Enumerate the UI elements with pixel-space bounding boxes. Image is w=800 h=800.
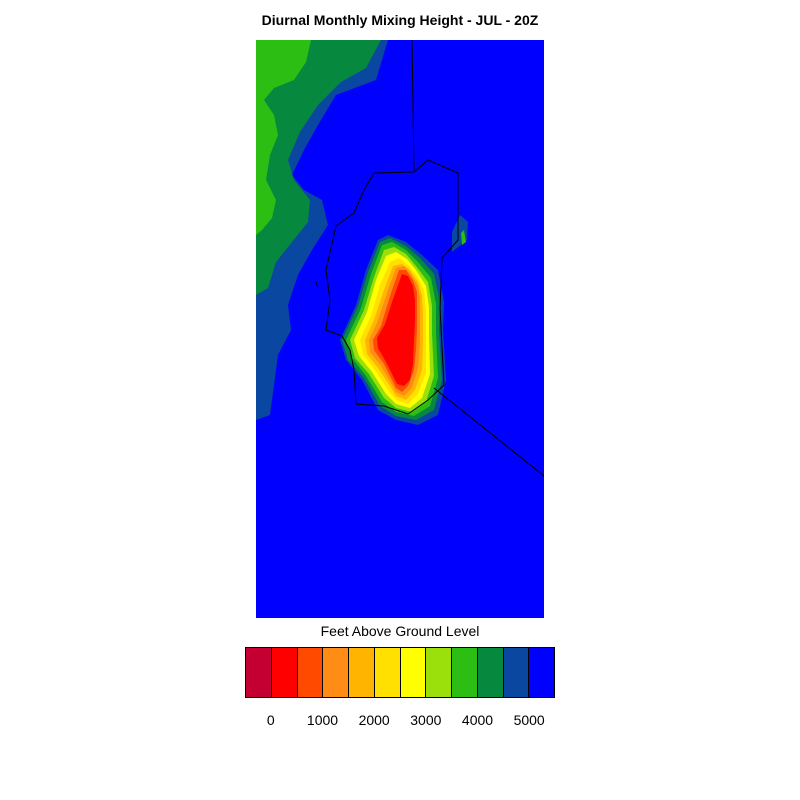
colorbar-swatch-5 xyxy=(374,648,401,697)
boundary-lines xyxy=(315,40,544,477)
colorbar-tick-label: 3000 xyxy=(410,712,442,728)
colorbar-units-label: Feet Above Ground Level xyxy=(320,623,480,639)
boundary-north-line xyxy=(411,40,415,173)
colorbar-tick-label: 2000 xyxy=(358,712,390,728)
mixing-height-map xyxy=(256,40,544,618)
colorbar-swatch-8 xyxy=(452,648,478,697)
contour-east-patch-inner xyxy=(461,230,466,245)
colorbar-swatch-9 xyxy=(477,648,504,697)
colorbar-swatch-0 xyxy=(246,648,272,697)
colorbar-tick-label: 1000 xyxy=(306,712,339,728)
colorbar-swatch-6 xyxy=(400,648,427,697)
colorbar-tick-label: 0 xyxy=(266,712,275,728)
colorbar-swatch-7 xyxy=(426,648,452,697)
colorbar-swatch-2 xyxy=(297,648,324,697)
colorbar-swatch-1 xyxy=(271,648,298,697)
map-title: Diurnal Monthly Mixing Height - JUL - 20… xyxy=(261,12,539,28)
colorbar-tick-label: 5000 xyxy=(513,712,545,728)
boundary-southeast-line xyxy=(433,387,544,477)
colorbar-swatch-10 xyxy=(503,648,530,697)
contour-west-darkgreen xyxy=(256,40,381,295)
colorbar-tick-labels: 0 1000 2000 3000 4000 5000 xyxy=(0,712,800,732)
colorbar-swatch-11 xyxy=(529,648,554,697)
colorbar xyxy=(245,647,555,698)
contour-core-red xyxy=(377,274,415,386)
colorbar-tick-label: 4000 xyxy=(461,712,494,728)
colorbar-swatch-4 xyxy=(349,648,375,697)
boundary-west-notch xyxy=(315,281,319,289)
colorbar-swatch-3 xyxy=(323,648,349,697)
contour-west-green xyxy=(256,40,311,235)
boundary-county-outline xyxy=(325,159,459,415)
